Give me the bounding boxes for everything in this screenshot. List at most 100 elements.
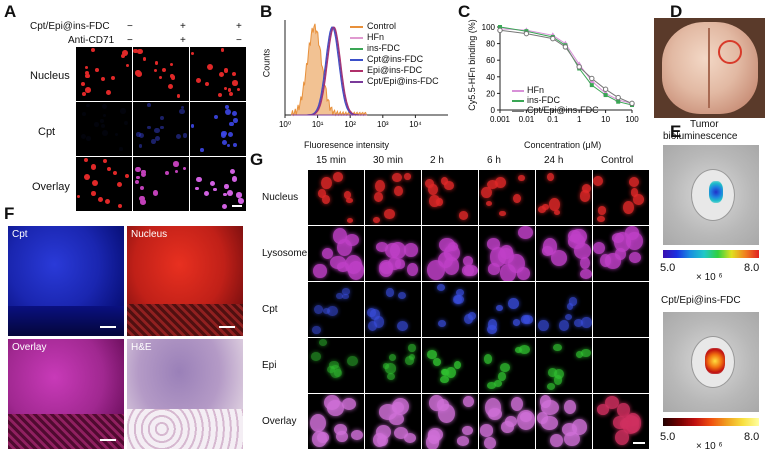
cell-blob: [546, 173, 554, 181]
panel-c-xlabel: Concentration (μM): [524, 140, 602, 150]
cell-dot: [179, 109, 185, 115]
panel-g-tile: [479, 282, 535, 337]
cell-dot: [111, 75, 116, 80]
panel-g-tile: [308, 394, 364, 449]
cell-blob: [379, 404, 397, 420]
cell-blob: [384, 209, 395, 220]
cell-dot: [217, 92, 223, 98]
panel-g-tile: [365, 282, 421, 337]
panel-g-tile: [536, 170, 592, 225]
panel-f-label-nucleus: Nucleus: [131, 229, 168, 240]
cell-dot: [136, 132, 141, 137]
cell-blob: [613, 416, 627, 429]
data-point: [603, 93, 608, 98]
cell-blob: [347, 260, 364, 280]
cell-dot: [160, 125, 164, 129]
cell-dot: [102, 159, 108, 164]
y-tick-label: 100: [482, 23, 496, 32]
bioluminescence-signal-2: [705, 348, 725, 374]
cell-dot: [214, 115, 219, 120]
panel-a-header-cpt-epi: Cpt/Epi@ins-FDC: [30, 21, 110, 32]
panel-a-tile: [76, 157, 132, 211]
panel-g-tile: [365, 170, 421, 225]
cell-dot: [182, 133, 188, 138]
cell-blob: [393, 185, 403, 197]
cell-blob: [573, 318, 583, 327]
panel-label-a: A: [4, 2, 17, 21]
data-point: [550, 35, 556, 42]
cell-dot: [102, 129, 109, 136]
tissue-band: [8, 306, 124, 336]
legend-label: ins-FDC: [527, 95, 560, 105]
cell-dot: [125, 64, 129, 68]
cell-blob: [483, 353, 493, 364]
cell-blob: [487, 381, 496, 390]
cell-blob: [330, 365, 341, 379]
cell-dot: [225, 108, 232, 115]
cell-blob: [487, 179, 499, 190]
cell-blob: [397, 320, 408, 331]
cell-blob: [375, 241, 388, 252]
cell-blob: [546, 383, 555, 391]
cell-blob: [508, 298, 519, 309]
cell-blob: [553, 374, 563, 386]
cell-blob: [443, 257, 460, 275]
cell-blob: [538, 319, 549, 332]
cell-blob: [321, 247, 334, 259]
cell-blob: [622, 201, 634, 215]
cell-blob: [517, 226, 533, 239]
cell-blob: [462, 396, 474, 407]
cell-dot: [102, 113, 106, 117]
cell-blob: [385, 242, 401, 258]
cell-blob: [403, 243, 419, 258]
cell-blob: [575, 350, 584, 358]
cell-blob: [321, 176, 332, 190]
cell-dot: [154, 61, 159, 65]
cell-dot: [84, 174, 91, 180]
cell-dot: [101, 76, 106, 81]
cell-blob: [479, 424, 494, 437]
cell-dot: [105, 90, 111, 96]
cell-blob: [551, 250, 568, 267]
cell-blob: [438, 403, 456, 423]
panel-a-cond3-row2: −: [236, 35, 242, 46]
brain-tissue: [662, 22, 758, 114]
cell-dot: [134, 180, 139, 185]
cell-blob: [520, 411, 532, 423]
cell-blob: [444, 181, 454, 191]
cell-dot: [200, 148, 204, 152]
cell-dot: [112, 171, 117, 176]
bioluminescence-signal-1: [709, 181, 723, 203]
cell-blob: [536, 412, 548, 424]
row-label: Nucleus: [262, 192, 299, 203]
y-tick-label: 40: [486, 73, 495, 82]
y-tick-label: 20: [486, 89, 495, 98]
cell-blob: [439, 238, 455, 253]
panel-f-he-tile: H&E: [127, 339, 243, 449]
x-tick-label: 0.001: [490, 115, 511, 124]
cell-dot: [232, 118, 238, 123]
panel-g-tile: [422, 394, 478, 449]
cell-dot: [86, 104, 90, 108]
legend-label: Cpt@ins-FDC: [367, 54, 424, 64]
cell-dot: [226, 143, 231, 148]
cell-dot: [195, 186, 199, 191]
cell-dot: [237, 198, 244, 205]
cell-blob: [436, 198, 444, 207]
panel-g-tile: [365, 338, 421, 393]
data-point: [523, 30, 530, 37]
cell-blob: [600, 253, 612, 267]
cell-blob: [624, 226, 639, 240]
colorbar-heat: [663, 418, 759, 426]
cell-dot: [221, 140, 227, 146]
cell-dot: [158, 75, 163, 79]
cell-dot: [81, 134, 87, 140]
cell-blob: [427, 183, 439, 196]
cell-blob: [630, 188, 639, 197]
panel-a-tile: [133, 47, 189, 101]
cell-blob: [310, 413, 327, 432]
data-point: [629, 100, 635, 107]
cell-blob: [566, 303, 574, 311]
panel-e-title-cpt-epi: Cpt/Epi@ins-FDC: [661, 295, 741, 306]
cell-blob: [350, 429, 363, 441]
